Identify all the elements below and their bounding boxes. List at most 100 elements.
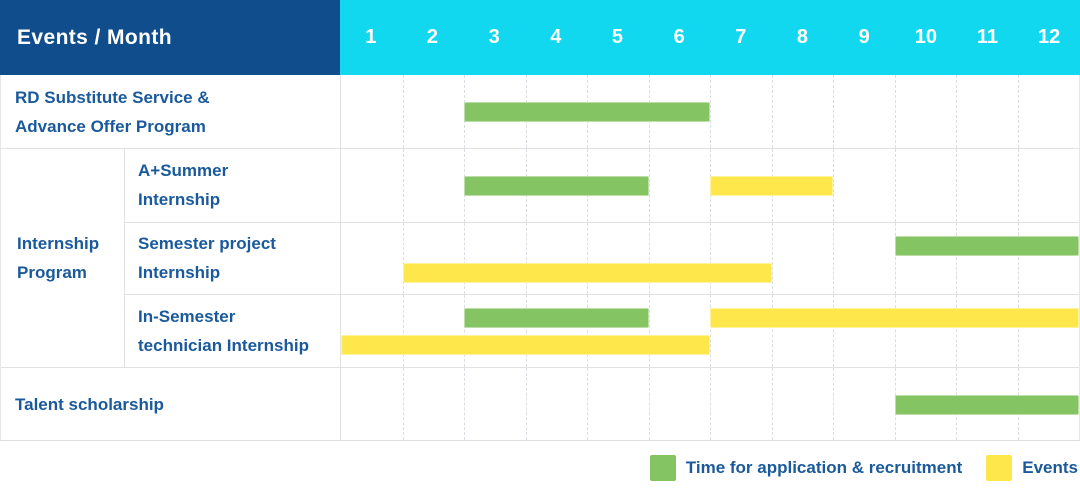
- table-header: Events / Month 1 2 3 4 5 6 7 8 9 10 11 1…: [0, 0, 1080, 75]
- gantt-row-chart: [341, 75, 1079, 148]
- gantt-bar-yellow: [341, 335, 710, 356]
- group-label-line: Internship: [17, 234, 100, 253]
- table-row: A+Summer Internship: [125, 149, 1079, 222]
- table-body: RD Substitute Service & Advance Offer Pr…: [0, 75, 1080, 441]
- month-gridline: [771, 295, 773, 367]
- green-swatch-icon: [649, 454, 676, 481]
- month-gridline: [710, 222, 711, 295]
- month-gridline: [956, 75, 957, 148]
- month-header-11: 11: [976, 26, 999, 48]
- month-header-3: 3: [488, 26, 500, 48]
- month-gridline: [587, 295, 588, 367]
- legend-item-events: Events: [986, 454, 1078, 481]
- gantt-row-chart: [341, 222, 1079, 295]
- row-label-line: Internship: [138, 263, 221, 283]
- month-gridline: [525, 368, 527, 440]
- gantt-bar-green: [464, 308, 649, 329]
- month-gridline: [833, 149, 834, 222]
- month-header-strip: 1 2 3 4 5 6 7 8 9 10 11 12: [340, 0, 1080, 75]
- month-gridline: [771, 368, 773, 440]
- gantt-bar-green: [894, 235, 1079, 256]
- month-gridline: [587, 368, 588, 440]
- month-gridline: [525, 222, 527, 295]
- month-gridline: [833, 295, 834, 367]
- gantt-row-chart: [341, 149, 1079, 222]
- gantt-row-chart: [341, 368, 1079, 440]
- gantt-bar-yellow: [710, 176, 833, 196]
- month-gridline: [402, 222, 404, 295]
- row-label-line: Advance Offer Program: [15, 116, 206, 136]
- month-header-4: 4: [550, 26, 562, 48]
- month-gridline: [833, 368, 834, 440]
- month-header-9: 9: [858, 26, 870, 48]
- month-gridline: [771, 222, 773, 295]
- gantt-bar-yellow: [402, 262, 772, 283]
- gantt-bar-yellow: [710, 308, 1079, 329]
- month-gridline: [402, 75, 404, 148]
- page-title: Events / Month: [17, 25, 172, 49]
- month-gridline: [1017, 75, 1019, 148]
- gantt-bar-green: [464, 176, 649, 196]
- row-label-talent-scholarship: Talent scholarship: [1, 368, 341, 440]
- month-header-5: 5: [611, 26, 624, 48]
- month-gridline: [464, 222, 465, 295]
- month-gridline: [1017, 295, 1019, 367]
- month-gridline: [464, 368, 465, 440]
- month-gridline: [402, 368, 404, 440]
- group-label-line: Program: [17, 263, 87, 282]
- row-label-line: technician Internship: [138, 336, 309, 356]
- gantt-bar-green: [464, 102, 710, 122]
- month-header-10: 10: [914, 26, 937, 48]
- month-gridline: [956, 222, 957, 295]
- internship-program-group: Internship Program A+Summer Internship S…: [1, 148, 1079, 367]
- row-label-line: Semester project: [138, 234, 276, 254]
- table-row: RD Substitute Service & Advance Offer Pr…: [1, 75, 1079, 148]
- row-label-line: A+Summer: [138, 161, 229, 181]
- month-gridline: [894, 149, 896, 222]
- row-label-semester-project: Semester project Internship: [125, 222, 341, 295]
- month-header-7: 7: [735, 26, 747, 48]
- month-gridline: [771, 75, 773, 148]
- month-gridline: [587, 222, 588, 295]
- month-gridline: [710, 368, 711, 440]
- yellow-swatch-icon: [986, 454, 1013, 481]
- legend-label: Time for application & recruitment: [685, 457, 963, 477]
- month-gridline: [833, 75, 834, 148]
- row-label-line: In-Semester: [138, 307, 236, 327]
- month-gridline: [525, 295, 527, 367]
- month-header-8: 8: [796, 26, 809, 48]
- gantt-bar-green: [894, 395, 1079, 415]
- month-gridline: [833, 222, 834, 295]
- month-gridline: [402, 295, 404, 367]
- month-gridline: [710, 295, 711, 367]
- month-gridline: [648, 222, 650, 295]
- row-label-a-plus-summer: A+Summer Internship: [125, 149, 341, 222]
- row-label-line: RD Substitute Service &: [15, 87, 210, 107]
- month-header-6: 6: [673, 26, 685, 48]
- month-gridline: [648, 149, 650, 222]
- month-gridline: [1017, 149, 1019, 222]
- header-title-cell: Events / Month: [0, 0, 340, 75]
- month-header-12: 12: [1038, 26, 1061, 48]
- row-label-line: Internship: [138, 190, 221, 210]
- month-gridline: [956, 149, 957, 222]
- row-label-in-semester-technician: In-Semester technician Internship: [125, 295, 341, 367]
- month-gridline: [894, 222, 896, 295]
- group-subrows: A+Summer Internship Semester project Int…: [125, 149, 1079, 367]
- gantt-row-chart: [341, 295, 1079, 367]
- table-row: Talent scholarship: [1, 367, 1079, 440]
- month-gridline: [894, 75, 896, 148]
- month-header-1: 1: [365, 26, 377, 48]
- month-gridline: [710, 75, 711, 148]
- month-gridline: [1017, 222, 1019, 295]
- group-label-internship-program: Internship Program: [1, 149, 125, 367]
- month-gridline: [648, 295, 650, 367]
- month-gridline: [956, 295, 957, 367]
- legend: Time for application & recruitment Event…: [0, 441, 1080, 494]
- table-row: In-Semester technician Internship: [125, 294, 1079, 367]
- month-gridline: [464, 295, 465, 367]
- row-label-line: Talent scholarship: [15, 394, 164, 414]
- month-gridline: [648, 368, 650, 440]
- legend-label: Events: [1022, 457, 1078, 477]
- legend-item-application-recruitment: Time for application & recruitment: [649, 454, 963, 481]
